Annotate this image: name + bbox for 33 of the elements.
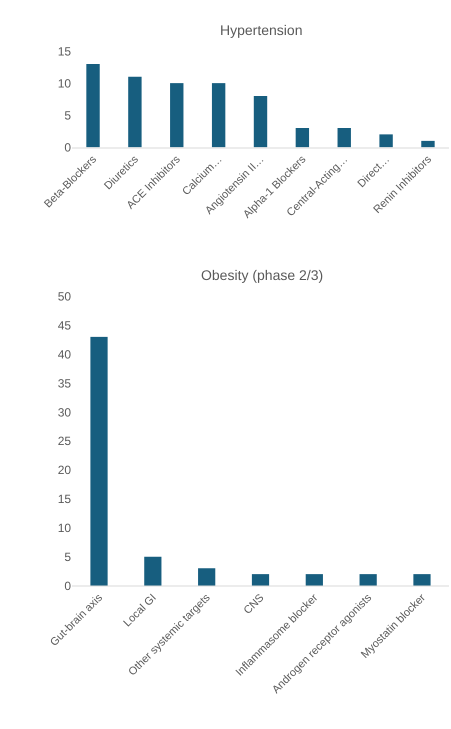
bar [128, 76, 142, 148]
chart-title: Obesity (phase 2/3) [201, 267, 324, 283]
bar [212, 83, 226, 148]
bar [413, 574, 431, 586]
y-tick-label: 35 [58, 376, 72, 390]
bar [338, 128, 351, 148]
bar [296, 128, 310, 148]
y-tick-label: 10 [58, 76, 72, 90]
bar [379, 134, 393, 148]
bar [360, 574, 377, 586]
bar [144, 556, 162, 586]
y-tick-label: 10 [58, 521, 72, 536]
y-tick-label: 50 [58, 290, 72, 304]
y-tick-label: 40 [58, 347, 72, 362]
y-tick-label: 25 [58, 434, 72, 448]
y-tick-label: 30 [58, 405, 72, 420]
bar [252, 574, 270, 586]
bar [198, 568, 216, 586]
y-tick-label: 0 [64, 140, 72, 154]
y-tick-label: 45 [58, 318, 72, 332]
y-tick-label: 5 [64, 108, 72, 122]
bar [254, 96, 268, 148]
bar [170, 83, 184, 148]
y-tick-label: 20 [58, 463, 72, 478]
y-tick-label: 0 [64, 578, 72, 593]
chart-title: Hypertension [220, 22, 302, 38]
y-tick-label: 15 [58, 44, 72, 58]
bar [421, 140, 435, 148]
y-tick-label: 15 [58, 492, 72, 506]
bar [86, 64, 100, 148]
y-tick-label: 5 [64, 550, 72, 564]
bar [306, 574, 323, 586]
bar [90, 336, 108, 586]
